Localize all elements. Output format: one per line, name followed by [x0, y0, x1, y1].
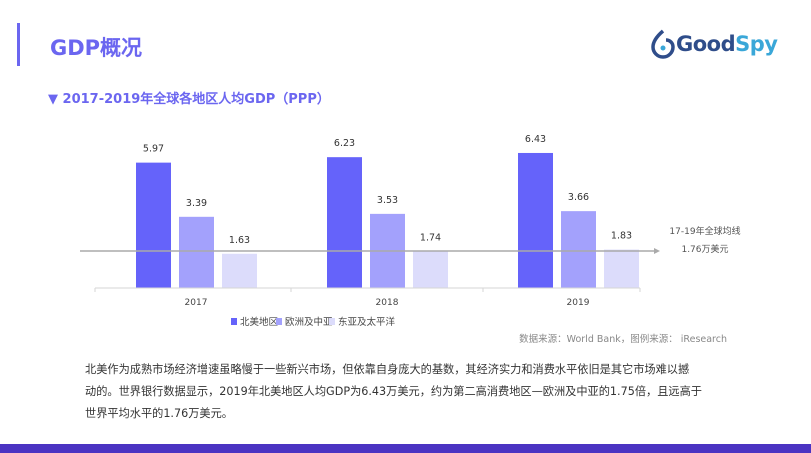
bar	[518, 152, 553, 288]
data-label: 5.97	[143, 144, 164, 155]
bar-chart: 5.97 6.23 6.43 3.39 3.53 3.66 1.63 1.74 1.83 201…	[80, 134, 741, 345]
legend: 北美地区 欧洲及中亚 东亚及太平洋	[231, 316, 396, 328]
x-tick-label: 2019	[567, 298, 590, 308]
chart-title: ▼ 2017-2019年全球各地区人均GDP（PPP）	[48, 88, 330, 107]
data-source: 数据来源：World Bank，图例来源： iResearch	[519, 333, 727, 345]
data-label: 6.23	[334, 138, 355, 149]
title-accent-bar	[17, 23, 20, 66]
footer-bar	[0, 444, 811, 453]
paragraph-line: 北美作为成熟市场经济增速虽略慢于一些新兴市场，但依靠自身庞大的基数，其经济实力和…	[85, 363, 690, 376]
logo-icon	[651, 29, 675, 59]
x-tick-label: 2017	[185, 298, 208, 308]
bar	[136, 162, 171, 288]
legend-swatch	[231, 318, 237, 325]
data-label: 3.53	[377, 195, 398, 206]
data-label: 1.74	[420, 232, 441, 243]
legend-label: 东亚及太平洋	[338, 316, 396, 328]
bar	[604, 249, 639, 288]
paragraph-line: 世界平均水平的1.76万美元。	[85, 407, 233, 420]
goodspy-logo: GoodSpy	[650, 28, 778, 60]
reference-line-label: 17-19年全球均线	[669, 225, 740, 237]
logo-text-spy: Spy	[735, 32, 778, 56]
legend-swatch	[276, 318, 282, 325]
bar	[222, 253, 257, 288]
data-label: 1.63	[229, 235, 250, 246]
x-tick-label: 2018	[376, 298, 399, 308]
bar	[413, 251, 448, 288]
legend-swatch	[329, 318, 335, 325]
description-paragraph: 北美作为成熟市场经济增速虽略慢于一些新兴市场，但依靠自身庞大的基数，其经济实力和…	[85, 359, 702, 425]
data-label: 1.83	[611, 231, 632, 242]
reference-line-value: 1.76万美元	[681, 243, 728, 255]
data-label: 6.43	[525, 134, 546, 145]
bar	[327, 157, 362, 288]
chart-title-text: 2017-2019年全球各地区人均GDP（PPP）	[62, 92, 330, 107]
arrow-right-icon	[654, 248, 660, 255]
triangle-down-icon: ▼	[48, 92, 63, 107]
page-title: GDP概况	[50, 36, 143, 60]
paragraph-line: 动的。世界银行数据显示，2019年北美地区人均GDP为6.43万美元，约为第二高…	[85, 385, 702, 398]
legend-label: 欧洲及中亚	[285, 316, 333, 328]
logo-text-good: Good	[676, 32, 736, 56]
data-label: 3.39	[186, 198, 207, 209]
bar	[179, 216, 214, 288]
legend-label: 北美地区	[240, 316, 279, 328]
bar	[561, 211, 596, 288]
data-label: 3.66	[568, 192, 589, 203]
